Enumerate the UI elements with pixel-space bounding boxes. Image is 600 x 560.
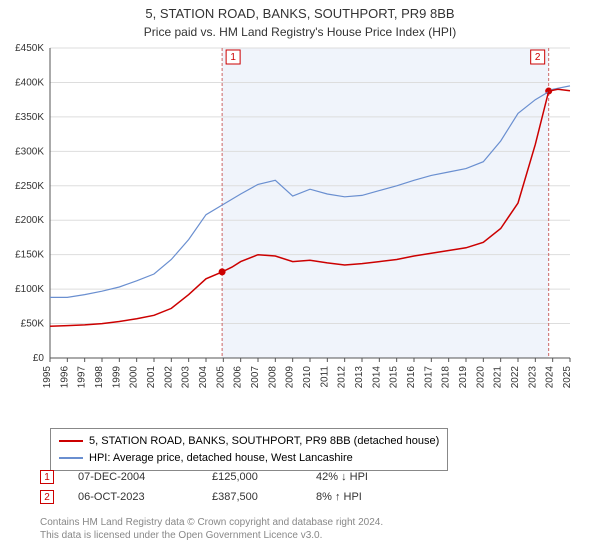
legend-item-property: 5, STATION ROAD, BANKS, SOUTHPORT, PR9 8… [59,433,439,450]
svg-text:2016: 2016 [406,366,417,389]
svg-text:£250K: £250K [15,181,44,192]
marker-price: £387,500 [212,491,292,503]
svg-text:2024: 2024 [545,366,556,389]
marker-row: 2 06-OCT-2023 £387,500 8% ↑ HPI [40,490,426,504]
svg-text:2003: 2003 [181,366,192,389]
marker-delta: 42% ↓ HPI [316,471,426,483]
page-title: 5, STATION ROAD, BANKS, SOUTHPORT, PR9 8… [0,6,600,23]
price-chart: £0£50K£100K£150K£200K£250K£300K£350K£400… [50,48,570,388]
footer: Contains HM Land Registry data © Crown c… [40,516,383,542]
svg-text:2013: 2013 [354,366,365,389]
svg-text:£350K: £350K [15,112,44,123]
svg-text:2011: 2011 [319,366,330,388]
svg-text:2006: 2006 [233,366,244,389]
svg-text:£100K: £100K [15,284,44,295]
marker-badge-icon: 1 [40,470,54,484]
svg-text:2025: 2025 [562,366,573,389]
svg-text:2: 2 [535,52,541,63]
svg-text:£0: £0 [33,353,45,364]
svg-text:2012: 2012 [337,366,348,389]
footer-line: This data is licensed under the Open Gov… [40,529,383,542]
marker-price: £125,000 [212,471,292,483]
marker-badge-icon: 2 [40,490,54,504]
svg-text:1995: 1995 [42,366,53,389]
svg-text:1998: 1998 [94,366,105,389]
svg-text:£150K: £150K [15,250,44,261]
svg-text:1996: 1996 [59,366,70,389]
svg-text:2020: 2020 [475,366,486,389]
svg-text:2004: 2004 [198,366,209,389]
marker-delta: 8% ↑ HPI [316,491,426,503]
page-subtitle: Price paid vs. HM Land Registry's House … [0,25,600,39]
svg-text:2010: 2010 [302,366,313,389]
svg-text:2009: 2009 [285,366,296,389]
svg-text:2014: 2014 [371,366,382,389]
legend: 5, STATION ROAD, BANKS, SOUTHPORT, PR9 8… [50,428,448,471]
svg-text:2019: 2019 [458,366,469,389]
marker-row: 1 07-DEC-2004 £125,000 42% ↓ HPI [40,470,426,484]
svg-text:2008: 2008 [267,366,278,389]
svg-text:£200K: £200K [15,215,44,226]
footer-line: Contains HM Land Registry data © Crown c… [40,516,383,529]
svg-text:2017: 2017 [423,366,434,389]
svg-text:1999: 1999 [111,366,122,389]
svg-text:2001: 2001 [146,366,157,389]
svg-text:2015: 2015 [389,366,400,389]
svg-text:£300K: £300K [15,146,44,157]
marker-date: 06-OCT-2023 [78,491,188,503]
legend-swatch-icon [59,440,83,442]
marker-date: 07-DEC-2004 [78,471,188,483]
legend-label: HPI: Average price, detached house, West… [89,450,353,467]
svg-text:1: 1 [230,52,236,63]
svg-text:2007: 2007 [250,366,261,389]
legend-swatch-icon [59,457,83,459]
svg-text:2000: 2000 [129,366,140,389]
marker-table: 1 07-DEC-2004 £125,000 42% ↓ HPI 2 06-OC… [40,470,426,510]
svg-text:2021: 2021 [493,366,504,389]
svg-text:£50K: £50K [21,319,45,330]
svg-text:£450K: £450K [15,43,44,54]
legend-item-hpi: HPI: Average price, detached house, West… [59,450,439,467]
svg-text:£400K: £400K [15,77,44,88]
svg-text:2018: 2018 [441,366,452,389]
svg-text:2002: 2002 [163,366,174,389]
svg-text:2022: 2022 [510,366,521,389]
svg-text:1997: 1997 [77,366,88,389]
svg-text:2005: 2005 [215,366,226,389]
svg-text:2023: 2023 [527,366,538,389]
legend-label: 5, STATION ROAD, BANKS, SOUTHPORT, PR9 8… [89,433,439,450]
